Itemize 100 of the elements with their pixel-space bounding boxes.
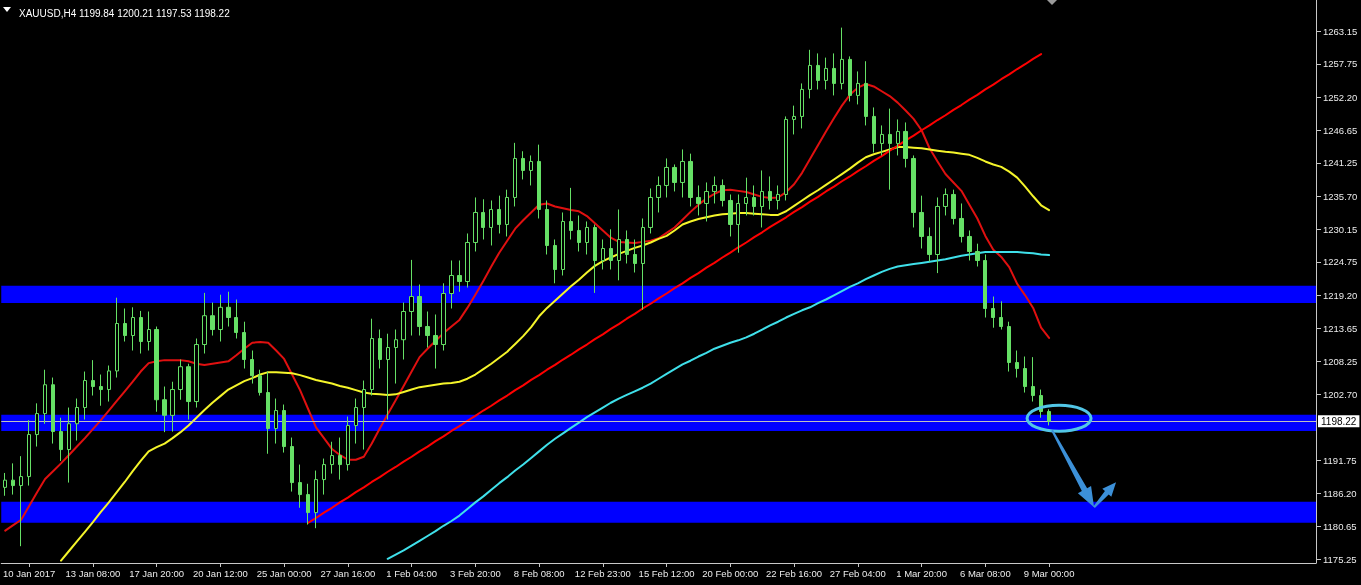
candlestick — [505, 189, 509, 237]
candlestick — [792, 105, 796, 135]
y-tick-label: 1219.20 — [1323, 289, 1358, 301]
candlestick — [274, 398, 278, 445]
y-tick-label: 1213.65 — [1323, 323, 1358, 335]
x-tick-label: 22 Feb 16:00 — [766, 567, 823, 579]
candlestick — [457, 259, 462, 293]
candlestick — [362, 380, 366, 451]
candlestick — [816, 52, 820, 90]
line-series — [60, 146, 1051, 562]
candlestick — [1007, 321, 1011, 373]
candlestick — [824, 57, 828, 90]
candlestick — [378, 329, 382, 370]
candlestick — [832, 52, 836, 96]
candlestick — [465, 232, 470, 288]
candlestick — [672, 163, 677, 192]
candlestick — [752, 184, 756, 216]
candlestick — [1031, 356, 1035, 403]
y-tick-label: 1235.70 — [1323, 190, 1358, 202]
candlestick — [744, 177, 748, 216]
candlestick — [186, 363, 191, 421]
candlestick — [354, 398, 358, 445]
candlestick — [202, 292, 207, 355]
candlestick — [298, 464, 302, 509]
candlestick — [218, 294, 223, 343]
x-tick-label: 3 Feb 20:00 — [450, 567, 501, 579]
candlestick — [529, 154, 533, 186]
candlestick — [19, 455, 23, 547]
candlestick — [473, 196, 478, 252]
candlestick — [91, 359, 95, 397]
candlestick — [489, 199, 493, 246]
candlestick — [935, 196, 940, 274]
candlestick — [959, 202, 964, 243]
candlestick — [170, 381, 175, 433]
candlestick — [760, 169, 764, 228]
candlestick — [848, 55, 852, 102]
candlestick — [449, 259, 454, 310]
candlestick — [872, 106, 876, 153]
candlestick — [386, 333, 390, 421]
y-tick-label: 1186.20 — [1323, 487, 1357, 499]
candlestick — [840, 27, 844, 90]
candlestick — [11, 462, 15, 496]
y-tick-label: 1263.15 — [1323, 26, 1358, 38]
candlestick — [648, 187, 653, 234]
y-tick-label: 1246.65 — [1323, 125, 1358, 137]
candlestick — [864, 60, 868, 126]
candlestick — [776, 184, 780, 210]
candlestick — [967, 229, 972, 261]
candlestick — [266, 371, 270, 455]
x-tick-label: 6 Mar 08:00 — [959, 567, 1011, 579]
candlestick — [903, 121, 908, 168]
candlestick — [561, 211, 565, 276]
candlestick — [314, 470, 318, 529]
candlestick — [226, 291, 231, 328]
candlestick — [951, 189, 956, 225]
candlestick — [139, 310, 143, 355]
x-tick-label: 1 Mar 20:00 — [896, 567, 947, 579]
candlestick — [43, 369, 47, 425]
candlestick — [147, 311, 151, 352]
candlestick — [51, 377, 55, 445]
candlestick — [625, 229, 629, 264]
candlestick — [258, 369, 262, 397]
candlestick — [641, 217, 645, 311]
x-tick-label: 10 Jan 2017 — [3, 567, 56, 579]
candlestick — [250, 350, 254, 385]
candlestick — [688, 153, 693, 207]
y-tick-label: 1230.15 — [1323, 224, 1358, 236]
candlestick — [943, 187, 948, 216]
candlestick — [609, 228, 613, 270]
candlestick — [1015, 350, 1019, 379]
candlestick — [728, 193, 733, 237]
x-tick-label: 13 Jan 08:00 — [65, 567, 121, 579]
candlestick — [1047, 408, 1051, 426]
y-tick-label: 1241.25 — [1323, 157, 1358, 169]
candlestick — [401, 302, 406, 361]
x-tick-label: 1 Feb 04:00 — [386, 567, 437, 579]
candlestick — [975, 243, 980, 267]
candlestick — [433, 314, 438, 370]
candlestick — [808, 49, 812, 99]
candlestick — [888, 108, 892, 191]
candlestick — [585, 220, 589, 255]
candlestick — [569, 187, 573, 240]
y-tick-label: 1202.70 — [1323, 388, 1358, 400]
candlestick — [720, 178, 725, 207]
candlestick — [67, 407, 71, 484]
candlestick — [210, 302, 215, 337]
candlestick — [115, 297, 119, 379]
candlestick — [178, 359, 183, 401]
candlestick — [1023, 356, 1027, 394]
candlestick — [425, 311, 430, 349]
candlestick — [991, 296, 995, 329]
candlestick — [497, 195, 501, 234]
candlestick — [27, 419, 31, 487]
candlestick — [131, 306, 135, 352]
candlestick — [35, 402, 39, 448]
candlestick — [896, 118, 900, 156]
candlestick — [601, 238, 605, 270]
line-series — [4, 83, 1051, 532]
x-tick-label: 25 Jan 00:00 — [256, 567, 312, 579]
candlestick — [346, 416, 350, 472]
